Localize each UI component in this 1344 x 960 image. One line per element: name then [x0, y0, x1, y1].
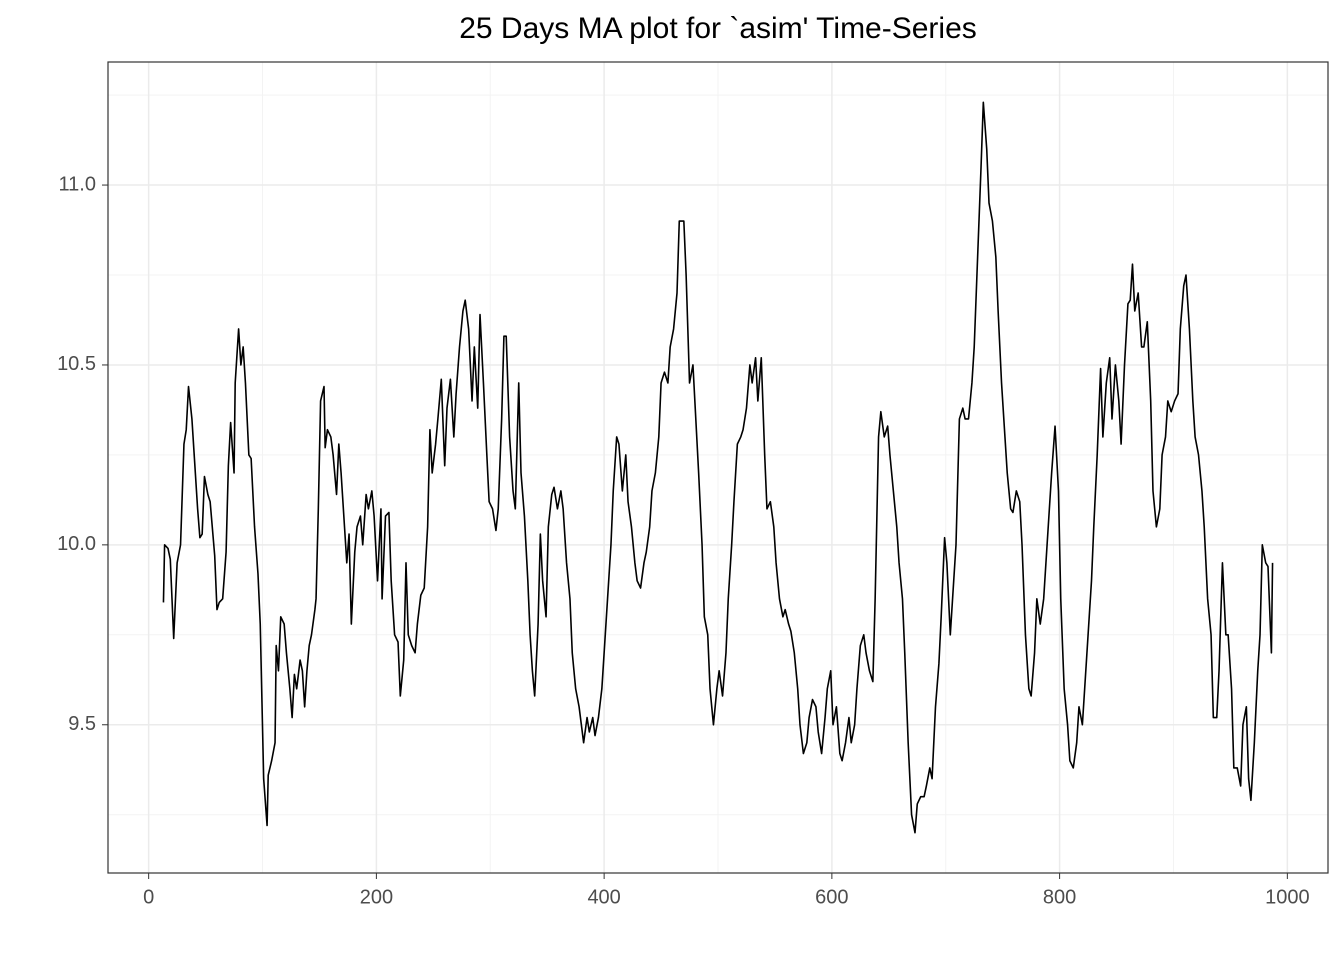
chart-title: 25 Days MA plot for `asim' Time-Series — [459, 12, 977, 45]
x-tick-label: 800 — [1043, 886, 1076, 908]
y-tick-label: 10.5 — [57, 353, 96, 375]
y-tick-label: 9.5 — [68, 713, 96, 735]
x-tick-label: 0 — [143, 886, 154, 908]
y-tick-label: 10.0 — [57, 533, 96, 555]
x-tick-label: 600 — [815, 886, 848, 908]
x-tick-label: 200 — [360, 886, 393, 908]
x-tick-label: 400 — [587, 886, 620, 908]
plot-border — [107, 61, 1329, 874]
y-tick-label: 11.0 — [59, 173, 96, 195]
data-line — [162, 101, 1274, 834]
x-tick-label: 1000 — [1265, 886, 1310, 908]
